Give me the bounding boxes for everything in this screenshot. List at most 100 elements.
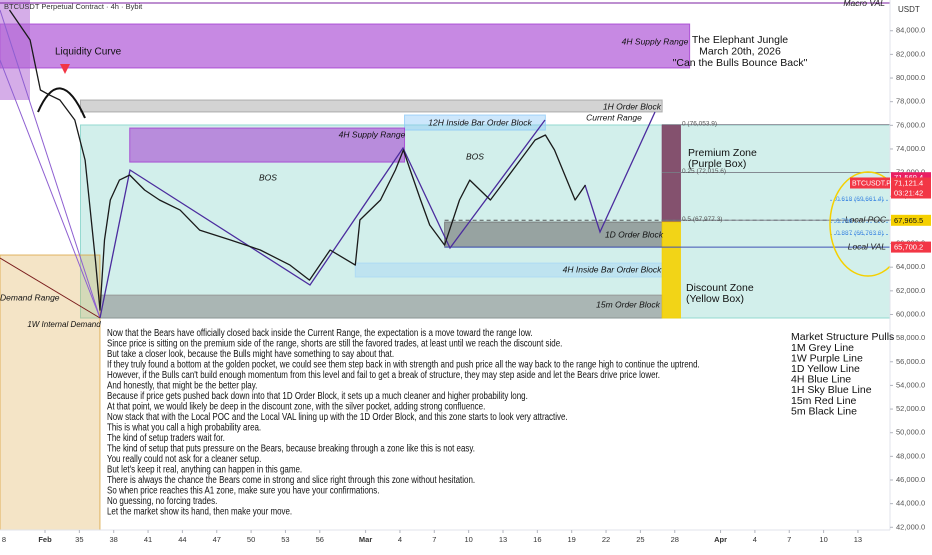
commentary-line: This is what you call a high probability… <box>107 421 261 432</box>
zone-sublabel: (Yellow Box) <box>686 293 744 305</box>
level-label: Macro VAL <box>843 0 885 8</box>
x-tick-label: 47 <box>213 535 221 544</box>
x-tick-label: 13 <box>854 535 862 544</box>
zone <box>0 23 691 69</box>
zone-label: 4H Supply Range <box>339 129 406 139</box>
levels <box>0 2 890 248</box>
x-tick-label: 38 <box>110 535 118 544</box>
commentary-line: But take a closer look, because the Bull… <box>107 348 394 359</box>
y-tick-label: 74,000.0 <box>896 144 925 153</box>
legend-title: Market Structure Pulls <box>791 331 894 343</box>
y-tick-label: 82,000.0 <box>896 49 925 58</box>
level-label: Local VAL <box>848 241 887 251</box>
y-tick-label: 64,000.0 <box>896 262 925 271</box>
x-tick-label: Feb <box>38 535 52 544</box>
zone-label: 4H Supply Range <box>622 36 689 46</box>
zone-label: Current Range <box>586 112 642 122</box>
zone-label: 1D Order Block <box>605 229 664 239</box>
legend-item: 4H Blue Line <box>791 374 851 386</box>
x-tick-label: 53 <box>281 535 289 544</box>
legend-item: 5m Black Line <box>791 405 857 417</box>
x-tick-label: 50 <box>247 535 255 544</box>
commentary-line: And honestly, that might be the better p… <box>107 379 257 390</box>
zone-label: 1H Order Block <box>603 101 662 111</box>
commentary-line: However, if the Bulls can't build enough… <box>107 369 660 380</box>
y-tick-label: 42,000.0 <box>896 522 925 531</box>
y-tick-label: 56,000.0 <box>896 357 925 366</box>
x-tick-label: 35 <box>75 535 83 544</box>
x-tick-label: 56 <box>316 535 324 544</box>
zone-label: Demand Range <box>0 292 60 302</box>
liquidity-curve <box>37 87 86 119</box>
annotation: BOS <box>466 151 484 161</box>
y-tick-label: 50,000.0 <box>896 428 925 437</box>
commentary-line: At that point, we would likely be deep i… <box>107 400 485 411</box>
fib-label: 0.5 (67,977.3) <box>682 216 722 223</box>
price-line <box>8 9 586 311</box>
commentary-line: No guessing, no forcing trades. <box>107 495 217 506</box>
x-tick-label: 22 <box>602 535 610 544</box>
y-tick-label: 52,000.0 <box>896 404 925 413</box>
commentary-line: Because if price gets pushed back down i… <box>107 390 528 401</box>
zone-sublabel: (Purple Box) <box>688 158 746 170</box>
legend-item: 1D Yellow Line <box>791 363 860 375</box>
x-tick-label: 8 <box>2 535 6 544</box>
countdown-tag <box>891 188 931 199</box>
commentary-line: Let the market show its hand, then make … <box>107 505 292 516</box>
y-tick-label: 72,000.0 <box>896 168 925 177</box>
annotation: BOS <box>259 172 277 182</box>
x-tick-label: Mar <box>359 535 372 544</box>
header-line: The Elephant Jungle <box>692 34 788 46</box>
price-axis <box>890 0 932 550</box>
liquidity-marker <box>60 64 70 74</box>
x-tick-label: 28 <box>671 535 679 544</box>
y-tick-label: 78,000.0 <box>896 97 925 106</box>
projection-path <box>584 111 656 234</box>
commentary-line: Now that the Bears have officially close… <box>107 327 533 338</box>
commentary: Now that the Bears have officially close… <box>107 327 700 517</box>
zone <box>404 114 546 131</box>
price-tag <box>891 177 931 189</box>
x-tick-label: 16 <box>533 535 541 544</box>
x-tick-label: 41 <box>144 535 152 544</box>
level-label: Local POC <box>845 215 887 225</box>
y-tick-label: 76,000.0 <box>896 120 925 129</box>
chart-title: BTCUSDT Perpetual Contract · 4h · Bybit <box>4 2 143 11</box>
axes: 42,000.0 44,000.0 46,000.0 48,000.0 50,000.0… <box>2 26 931 544</box>
legend-item: 1M Grey Line <box>791 342 854 354</box>
x-tick-label: 10 <box>464 535 472 544</box>
price-tag <box>891 214 931 226</box>
zone-label: Premium Zone <box>688 147 757 159</box>
fib-label: 0 (76,053.9) <box>682 120 717 127</box>
x-tick-label: 44 <box>178 535 186 544</box>
header-line: "Can the Bulls Bounce Back" <box>673 57 808 69</box>
header-line: March 20th, 2026 <box>699 45 781 57</box>
x-tick-label: 25 <box>636 535 644 544</box>
trend-line <box>0 9 101 319</box>
y-tick-label: 58,000.0 <box>896 333 925 342</box>
x-tick-label: 19 <box>568 535 576 544</box>
currency-label: USDT <box>898 5 920 14</box>
zone-label: Discount Zone <box>686 282 754 294</box>
commentary-line: There is always the chance the Bears com… <box>107 474 475 485</box>
y-tick-label: 60,000.0 <box>896 309 925 318</box>
price-tag-label: 67,965.5 <box>894 216 923 225</box>
y-tick-label: 62,000.0 <box>896 286 925 295</box>
x-tick-label: 4 <box>398 535 402 544</box>
symbol-tag <box>850 177 890 189</box>
legend-item: 1H Sky Blue Line <box>791 384 872 396</box>
zone <box>129 127 406 163</box>
y-tick-label: 46,000.0 <box>896 475 925 484</box>
x-tick-label: Apr <box>714 535 727 544</box>
price-series <box>8 9 586 311</box>
legend-item: 1W Purple Line <box>791 352 863 364</box>
price-tag-label: 71,121.4 <box>894 178 923 187</box>
countdown-label: 03:21:42 <box>894 188 923 197</box>
x-tick-label: 10 <box>819 535 827 544</box>
fib-label: 0.25 (72,015.6) <box>682 168 726 175</box>
